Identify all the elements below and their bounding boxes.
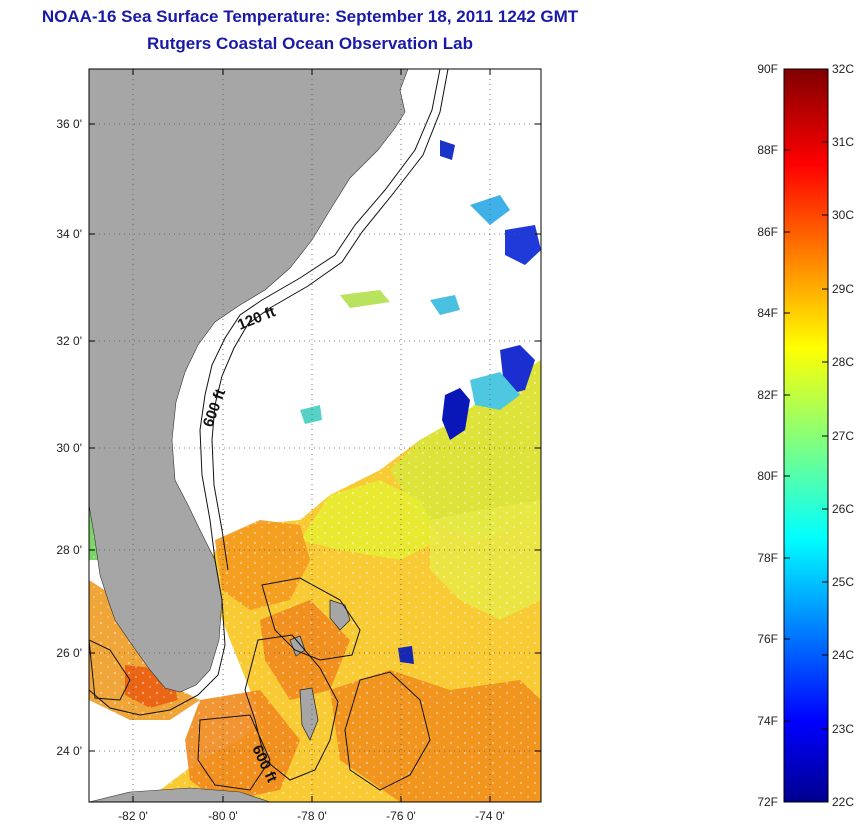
f-label: 90F — [757, 62, 778, 76]
c-label: 29C — [832, 282, 854, 296]
map-panel: 120 ft 600 ft 600 ft — [89, 69, 541, 802]
lat-label: 24 0' — [56, 744, 82, 758]
f-label: 78F — [757, 551, 778, 565]
colorbar-f-labels: 90F 88F 86F 84F 82F 80F 78F 76F 74F 72F — [757, 62, 778, 809]
map-ticks — [89, 69, 541, 802]
c-label: 22C — [832, 795, 854, 809]
lon-label: -82 0' — [118, 809, 148, 823]
lat-label: 26 0' — [56, 646, 82, 660]
lon-label: -74 0' — [475, 809, 505, 823]
latitude-labels: 36 0' 34 0' 32 0' 30 0' 28 0' 26 0' 24 0… — [56, 117, 82, 758]
f-label: 76F — [757, 632, 778, 646]
map-title: NOAA-16 Sea Surface Temperature: Septemb… — [41, 7, 579, 26]
lon-label: -78 0' — [297, 809, 327, 823]
c-label: 25C — [832, 575, 854, 589]
lon-label: -76 0' — [386, 809, 416, 823]
map-frame — [88, 68, 542, 803]
lat-label: 32 0' — [56, 334, 82, 348]
c-label: 27C — [832, 429, 854, 443]
longitude-labels: -82 0' -80 0' -78 0' -76 0' -74 0' — [118, 809, 505, 823]
f-label: 88F — [757, 143, 778, 157]
lat-label: 36 0' — [56, 117, 82, 131]
lon-label: -80 0' — [208, 809, 238, 823]
c-label: 32C — [832, 62, 854, 76]
cuba-land — [89, 787, 271, 802]
f-label: 82F — [757, 388, 778, 402]
colorbar-gradient — [783, 68, 829, 803]
lat-label: 28 0' — [56, 543, 82, 557]
lat-label: 34 0' — [56, 227, 82, 241]
grid-lines — [89, 69, 541, 802]
f-label: 80F — [757, 469, 778, 483]
lat-label: 30 0' — [56, 441, 82, 455]
map-subtitle: Rutgers Coastal Ocean Observation Lab — [147, 34, 473, 53]
f-label: 74F — [757, 714, 778, 728]
colorbar: 90F 88F 86F 84F 82F 80F 78F 76F 74F 72F … — [757, 62, 854, 809]
colorbar-ticks — [784, 141, 828, 730]
c-label: 31C — [832, 135, 854, 149]
c-label: 24C — [832, 648, 854, 662]
f-label: 72F — [757, 795, 778, 809]
c-label: 23C — [832, 722, 854, 736]
f-label: 86F — [757, 225, 778, 239]
land-mass — [89, 69, 409, 693]
f-label: 84F — [757, 306, 778, 320]
c-label: 28C — [832, 355, 854, 369]
c-label: 26C — [832, 502, 854, 516]
c-label: 30C — [832, 208, 854, 222]
colorbar-c-labels: 32C 31C 30C 29C 28C 27C 26C 25C 24C 23C … — [832, 62, 854, 809]
